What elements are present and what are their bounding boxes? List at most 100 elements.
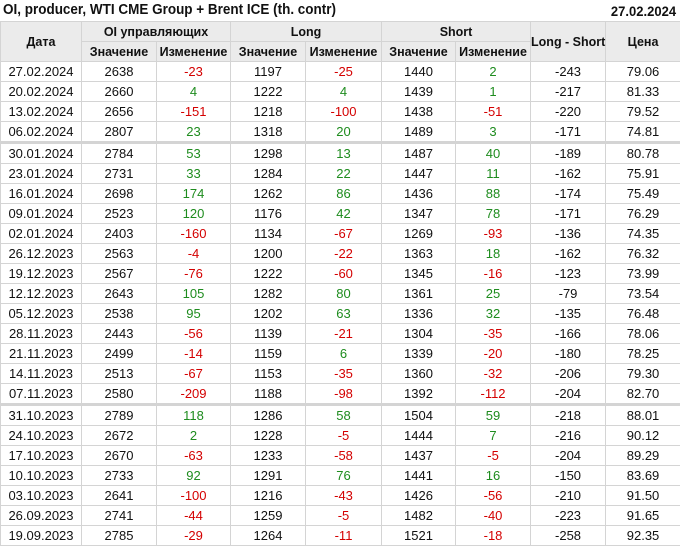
cell-short-change: 78 <box>455 203 532 224</box>
header-long-value: Значение <box>230 41 306 62</box>
cell-short-value: 1347 <box>381 203 457 224</box>
cell-price: 75.49 <box>605 183 680 204</box>
cell-long-short: -243 <box>530 61 607 82</box>
cell-short-value: 1482 <box>381 505 457 526</box>
cell-long-short: -171 <box>530 121 607 143</box>
cell-date: 05.12.2023 <box>0 303 82 324</box>
cell-long-value: 1282 <box>230 283 306 304</box>
cell-short-value: 1489 <box>381 121 457 143</box>
table-row: 13.02.2024 2656 -151 1218 -100 1438 -51 -220 79.… <box>0 101 680 122</box>
cell-long-value: 1259 <box>230 505 306 526</box>
cell-price: 89.29 <box>605 445 680 466</box>
cell-long-short: -171 <box>530 203 607 224</box>
cell-long-change: 86 <box>304 183 383 204</box>
cell-short-change: 2 <box>455 61 532 82</box>
cell-price: 76.29 <box>605 203 680 224</box>
cell-date: 19.12.2023 <box>0 263 82 284</box>
cell-oi-change: -151 <box>156 101 231 122</box>
header-price: Цена <box>605 21 680 62</box>
cell-oi-value: 2784 <box>81 141 157 164</box>
cell-long-short: -180 <box>530 343 607 364</box>
cell-oi-change: -100 <box>156 485 231 506</box>
cell-long-change: 6 <box>304 343 383 364</box>
cell-date: 26.12.2023 <box>0 243 82 264</box>
header-oi: OI управляющих <box>81 21 231 42</box>
cell-oi-change: 105 <box>156 283 231 304</box>
cell-oi-value: 2731 <box>81 163 157 184</box>
cell-short-value: 1444 <box>381 425 457 446</box>
cell-price: 90.12 <box>605 425 680 446</box>
table-row: 30.01.2024 2784 53 1298 13 1487 40 -189 80.78 <box>0 141 680 164</box>
cell-long-change: -5 <box>304 425 383 446</box>
cell-short-value: 1439 <box>381 81 457 102</box>
table-row: 31.10.2023 2789 118 1286 58 1504 59 -218 88.01 <box>0 403 680 426</box>
cell-oi-change: 23 <box>156 121 231 143</box>
cell-long-short: -162 <box>530 163 607 184</box>
cell-long-change: 4 <box>304 81 383 102</box>
cell-price: 76.48 <box>605 303 680 324</box>
cell-short-value: 1426 <box>381 485 457 506</box>
cell-oi-value: 2567 <box>81 263 157 284</box>
cell-long-short: -210 <box>530 485 607 506</box>
cell-price: 78.25 <box>605 343 680 364</box>
cell-price: 92.35 <box>605 525 680 546</box>
cell-short-value: 1441 <box>381 465 457 486</box>
table-row: 14.11.2023 2513 -67 1153 -35 1360 -32 -206 79.30 <box>0 363 680 384</box>
cell-price: 73.99 <box>605 263 680 284</box>
cell-long-change: -11 <box>304 525 383 546</box>
cell-oi-value: 2789 <box>81 403 157 426</box>
cell-oi-value: 2643 <box>81 283 157 304</box>
cell-short-value: 1521 <box>381 525 457 546</box>
table-row: 26.09.2023 2741 -44 1259 -5 1482 -40 -223 91.65 <box>0 505 680 526</box>
cell-long-value: 1233 <box>230 445 306 466</box>
cell-long-change: -60 <box>304 263 383 284</box>
cell-long-short: -204 <box>530 445 607 466</box>
cell-date: 12.12.2023 <box>0 283 82 304</box>
cell-short-value: 1339 <box>381 343 457 364</box>
cell-price: 81.33 <box>605 81 680 102</box>
cell-long-change: -5 <box>304 505 383 526</box>
cell-oi-change: 92 <box>156 465 231 486</box>
cell-long-short: -216 <box>530 425 607 446</box>
table-row: 02.01.2024 2403 -160 1134 -67 1269 -93 -136 74.3… <box>0 223 680 244</box>
cell-date: 03.10.2023 <box>0 485 82 506</box>
cell-long-change: -58 <box>304 445 383 466</box>
table-row: 07.11.2023 2580 -209 1188 -98 1392 -112 -204 82.… <box>0 383 680 405</box>
cell-oi-value: 2656 <box>81 101 157 122</box>
header-oi-value: Значение <box>81 41 157 62</box>
cell-short-value: 1269 <box>381 223 457 244</box>
table-body: 27.02.2024 2638 -23 1197 -25 1440 2 -243 79.06 20… <box>0 61 680 546</box>
cell-price: 80.78 <box>605 141 680 164</box>
cell-date: 20.02.2024 <box>0 81 82 102</box>
cell-long-short: -150 <box>530 465 607 486</box>
cell-oi-value: 2513 <box>81 363 157 384</box>
cell-long-change: 42 <box>304 203 383 224</box>
cell-short-value: 1392 <box>381 383 457 405</box>
cell-long-change: 58 <box>304 403 383 426</box>
cell-price: 76.32 <box>605 243 680 264</box>
cell-price: 91.65 <box>605 505 680 526</box>
cell-long-short: -162 <box>530 243 607 264</box>
cell-date: 31.10.2023 <box>0 403 82 426</box>
cell-short-change: -5 <box>455 445 532 466</box>
cell-price: 74.81 <box>605 121 680 143</box>
cell-price: 79.06 <box>605 61 680 82</box>
cell-short-change: 7 <box>455 425 532 446</box>
cell-long-change: 80 <box>304 283 383 304</box>
cell-long-short: -123 <box>530 263 607 284</box>
cell-oi-change: -67 <box>156 363 231 384</box>
cell-long-short: -166 <box>530 323 607 344</box>
cell-short-change: 3 <box>455 121 532 143</box>
cell-short-value: 1487 <box>381 141 457 164</box>
table-row: 10.10.2023 2733 92 1291 76 1441 16 -150 83.69 <box>0 465 680 486</box>
cell-oi-change: -56 <box>156 323 231 344</box>
cell-short-change: 18 <box>455 243 532 264</box>
cell-long-short: -204 <box>530 383 607 405</box>
cell-short-value: 1304 <box>381 323 457 344</box>
report-date: 27.02.2024 <box>610 3 676 19</box>
cell-long-change: 20 <box>304 121 383 143</box>
cell-long-value: 1216 <box>230 485 306 506</box>
cell-short-change: -56 <box>455 485 532 506</box>
cell-long-short: -135 <box>530 303 607 324</box>
cell-price: 75.91 <box>605 163 680 184</box>
